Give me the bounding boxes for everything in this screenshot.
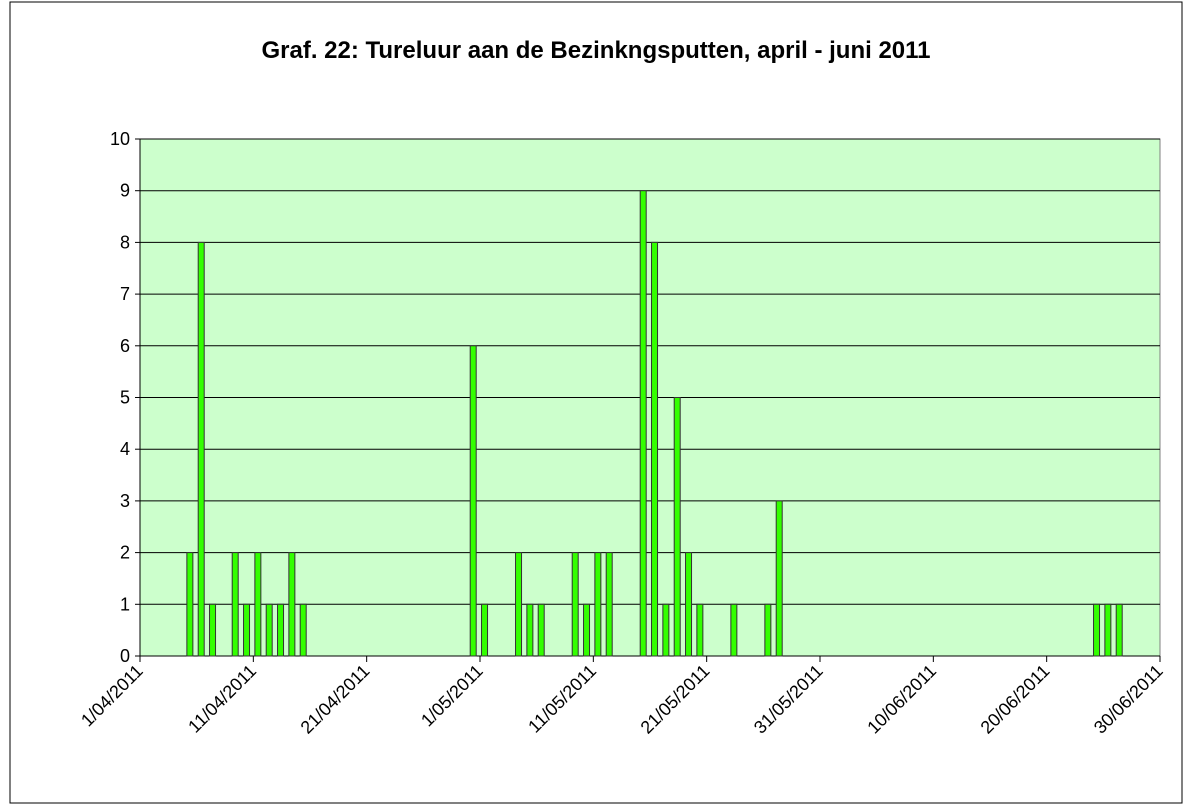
bar: [481, 603, 489, 657]
bar: [764, 603, 772, 657]
y-tick-label: 6: [120, 336, 130, 356]
bar: [231, 552, 239, 657]
y-tick-label: 7: [120, 284, 130, 304]
y-tick-label: 2: [120, 543, 130, 563]
bar: [288, 552, 296, 657]
y-tick-label: 10: [110, 129, 130, 149]
y-tick-label: 3: [120, 491, 130, 511]
bar: [696, 603, 704, 657]
bar: [594, 552, 602, 657]
bar: [651, 241, 659, 657]
chart-title: Graf. 22: Tureluur aan de Bezinkngsputte…: [261, 37, 930, 64]
bar: [1104, 603, 1112, 657]
bar: [583, 603, 591, 657]
bar: [515, 552, 523, 657]
bar: [662, 603, 670, 657]
y-tick-label: 5: [120, 388, 130, 408]
y-tick-label: 1: [120, 594, 130, 614]
bar: [526, 603, 534, 657]
bar: [685, 552, 693, 657]
bar: [775, 500, 783, 657]
bar: [673, 397, 681, 657]
bar: [1093, 603, 1101, 657]
bar: [265, 603, 273, 657]
bar: [243, 603, 251, 657]
bar: [197, 241, 205, 657]
bar: [254, 552, 262, 657]
y-tick-label: 8: [120, 232, 130, 252]
y-tick-label: 0: [120, 646, 130, 666]
bar: [469, 345, 477, 657]
bar: [639, 190, 647, 657]
bar: [1115, 603, 1123, 657]
bar: [730, 603, 738, 657]
bar: [571, 552, 579, 657]
bar: [299, 603, 307, 657]
bar: [277, 603, 285, 657]
bar: [186, 552, 194, 657]
bar: [537, 603, 545, 657]
bar: [209, 603, 217, 657]
y-tick-label: 4: [120, 439, 130, 459]
y-tick-label: 9: [120, 181, 130, 201]
bar: [605, 552, 613, 657]
